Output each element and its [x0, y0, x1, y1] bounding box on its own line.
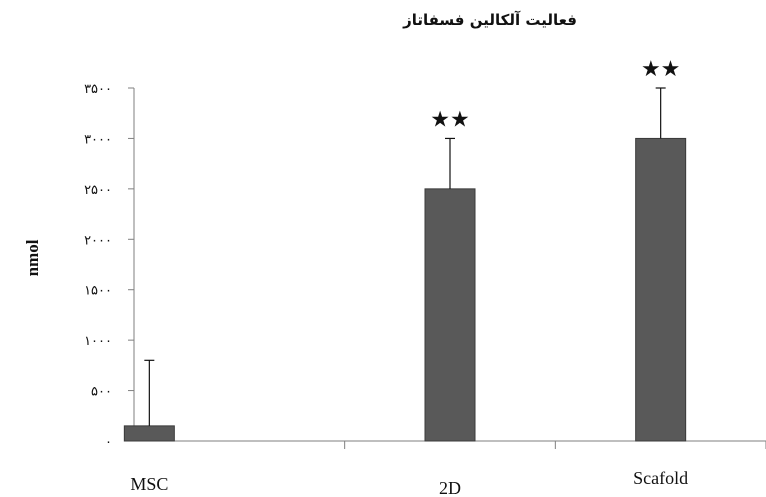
y-tick-label: ۳۰۰۰ [84, 132, 112, 147]
significance-marker: ★★ [430, 107, 469, 132]
x-tick-label: MSC [130, 474, 168, 494]
y-tick-label: ۵۰۰ [91, 385, 112, 400]
bar [123, 425, 175, 442]
bar [635, 137, 687, 442]
y-tick-label: ۲۰۰۰ [84, 233, 112, 248]
chart-title: فعالیت آلکالین فسفاتاز [402, 11, 577, 29]
plot-area: ۰ ۵۰۰ ۱۰۰۰ ۱۵۰۰ ۲۰۰۰ ۲۵۰۰ ۳۰۰۰ ۳۵۰۰ MSC ★★ 2D ★★ Sca… [84, 57, 766, 497]
y-axis-label: nmol [23, 239, 42, 276]
y-tick-label: ۳۵۰۰ [84, 82, 112, 97]
significance-marker: ★★ [641, 57, 680, 82]
y-tick-label: ۲۵۰۰ [84, 183, 112, 198]
y-tick-label: ۱۰۰۰ [84, 334, 112, 349]
y-tick-label: ۰ [105, 435, 112, 450]
y-tick-label: ۱۵۰۰ [84, 284, 112, 299]
x-tick-label: 2D [439, 478, 461, 497]
bar [424, 188, 476, 442]
x-tick-label: Scafold [633, 468, 688, 488]
